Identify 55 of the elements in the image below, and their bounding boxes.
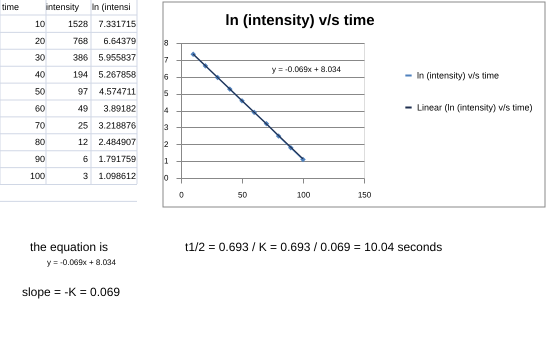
text: ln (intensi [92,2,131,12]
text: 3.89182 [103,103,136,114]
legend-label: Linear (ln (intensity) v/s time) [417,102,533,112]
text: 194 [72,70,88,80]
text: 10 [34,18,45,29]
x-tick-label: 100 [296,190,311,200]
text: the equation is [30,240,108,254]
text: 1.791759 [98,154,136,164]
text: 2.484907 [98,137,136,148]
text: 20 [34,36,45,46]
y-tick-label: 6 [164,72,170,82]
text: 4.574711 [99,86,136,96]
text: 5.955837 [98,52,136,63]
text: 3.218876 [98,120,136,130]
text: 100 [30,171,45,181]
y-tick-label: 4 [164,106,170,115]
text: 25 [78,120,88,130]
y-tick-label: 1 [164,156,170,166]
text: time [2,2,20,12]
text: 40 [34,70,45,80]
text: 5.267858 [98,70,136,80]
text: 3 [82,171,88,181]
legend-label: ln (intensity) v/s time [417,70,500,80]
x-tick-label: 0 [179,190,184,200]
text: slope = -K = 0.069 [22,285,120,299]
annotation: y = -0.069x + 8.034 [272,65,342,74]
y-tick-label: 7 [164,55,170,64]
x-tick-label: 150 [358,190,372,200]
point [300,156,306,162]
text: 90 [34,154,45,164]
text: 386 [72,52,88,63]
text: 1.098612 [98,171,136,181]
text: 70 [34,120,45,130]
text: 97 [78,86,88,96]
text: 30 [34,52,45,63]
y-tick-label: 2 [164,140,170,149]
text: 50 [34,86,45,96]
text: 768 [72,36,88,46]
text: 6 [82,154,88,164]
x-tick-label: 50 [238,190,248,200]
text: 12 [78,137,88,148]
y-tick-label: 8 [164,38,170,48]
text: y = -0.069x + 8.034 [47,258,116,267]
y-tick-label: 3 [164,122,170,132]
chart-title: ln (intensity) v/s time [225,12,375,29]
text: 80 [34,137,45,148]
text: 6.64379 [103,36,136,46]
y-tick-label: 5 [164,89,170,98]
text: 1528 [68,18,88,29]
y-tick-label: 0 [164,174,170,182]
text: 60 [34,103,45,114]
text: t1/2 = 0.693 / K = 0.693 / 0.069 = 10.04 seconds [185,240,442,254]
text: intensity [46,2,80,12]
text: 7.331715 [98,18,136,29]
text: 49 [78,103,88,114]
